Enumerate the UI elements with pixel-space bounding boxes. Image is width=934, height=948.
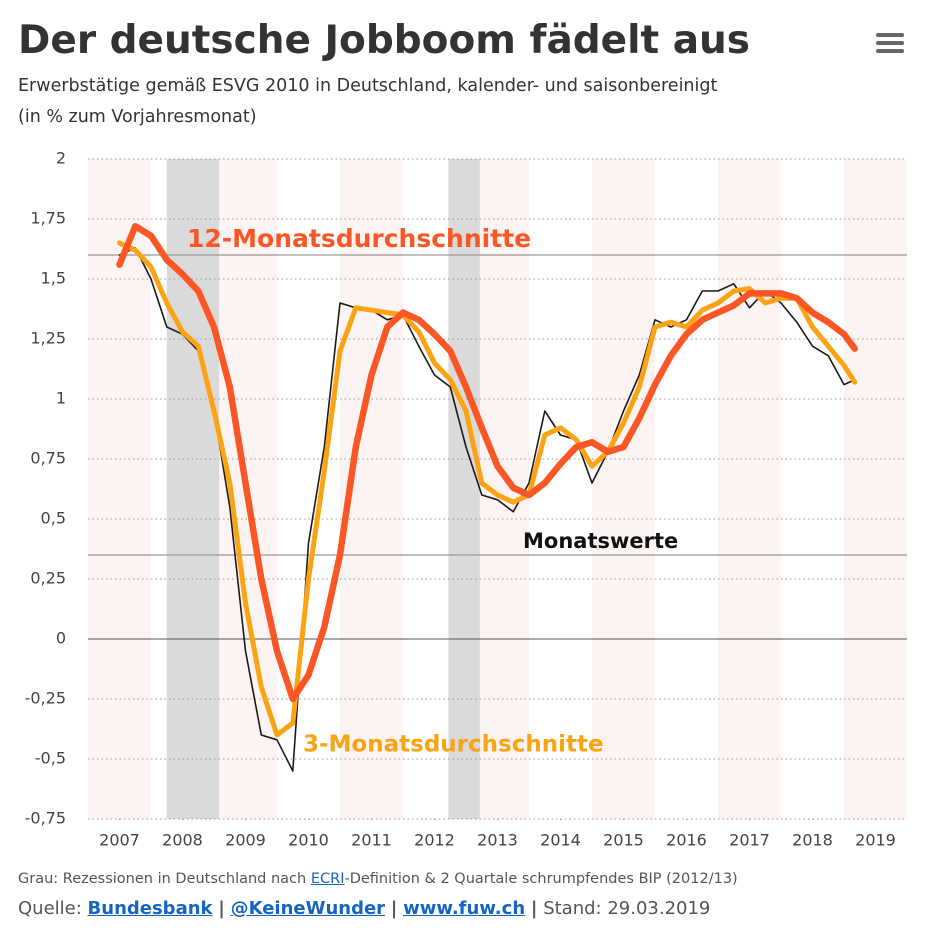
y-tick-label: 0	[56, 629, 66, 648]
series-line	[117, 240, 858, 738]
y-tick-label: 0,5	[41, 509, 66, 528]
year-band	[88, 159, 151, 819]
x-tick-label: 2012	[414, 831, 455, 850]
subtitle: Erwerbstätige gemäß ESVG 2010 in Deutsch…	[18, 76, 718, 96]
x-tick-label: 2017	[729, 831, 770, 850]
subtitle: (in % zum Vorjahresmonat)	[18, 107, 257, 127]
footnote: Grau: Rezessionen in Deutschland nach EC…	[18, 871, 738, 887]
y-tick-label: 0,25	[30, 569, 66, 588]
y-tick-label: -0,5	[35, 749, 66, 768]
source-label: Quelle:	[18, 898, 82, 919]
recession-band	[166, 159, 220, 819]
y-tick-label: -0,25	[25, 689, 66, 708]
x-tick-label: 2009	[225, 831, 266, 850]
x-tick-label: 2013	[477, 831, 518, 850]
note-text: Grau: Rezessionen in Deutschland nach	[18, 871, 311, 887]
note-text: -Definition & 2 Quartale schrumpfendes B…	[344, 871, 738, 887]
x-tick-label: 2010	[288, 831, 329, 850]
separator: |	[390, 898, 398, 919]
x-tick-label: 2008	[162, 831, 203, 850]
y-tick-label: -0,75	[25, 809, 66, 828]
series-line	[116, 222, 858, 703]
source-link[interactable]: www.fuw.ch	[403, 898, 526, 919]
y-tick-label: 0,75	[30, 449, 66, 468]
x-tick-label: 2019	[855, 831, 896, 850]
y-tick-label: 1,5	[41, 269, 66, 288]
x-tick-label: 2014	[540, 831, 581, 850]
year-band	[718, 159, 781, 819]
chart-title: Der deutsche Jobboom fädelt aus	[18, 18, 751, 63]
source-date: Stand: 29.03.2019	[543, 898, 711, 919]
series-line	[118, 247, 856, 772]
x-tick-label: 2007	[99, 831, 140, 850]
x-tick-label: 2016	[666, 831, 707, 850]
y-tick-label: 1,25	[30, 329, 66, 348]
source-link[interactable]: @KeineWunder	[230, 898, 386, 919]
menu-button[interactable]	[876, 33, 904, 55]
y-tick-label: 1,75	[30, 209, 66, 228]
note-link[interactable]: ECRI	[310, 871, 345, 887]
x-tick-label: 2011	[351, 831, 392, 850]
series-label: 3-Monatsdurchschnitte	[303, 732, 604, 758]
source-link[interactable]: Bundesbank	[87, 898, 213, 919]
year-band	[844, 159, 907, 819]
separator: |	[218, 898, 225, 919]
year-band	[592, 159, 655, 819]
x-tick-label: 2015	[603, 831, 644, 850]
x-tick-label: 2018	[792, 831, 833, 850]
separator: |	[530, 898, 538, 919]
y-tick-label: 1	[56, 389, 66, 408]
y-tick-label: 2	[56, 149, 66, 168]
series-label: 12-Monatsdurchschnitte	[187, 224, 531, 253]
source: Quelle: Bundesbank | @KeineWunder | www.…	[18, 898, 710, 919]
recession-band	[448, 159, 480, 819]
series-label: Monatswerte	[523, 529, 678, 553]
